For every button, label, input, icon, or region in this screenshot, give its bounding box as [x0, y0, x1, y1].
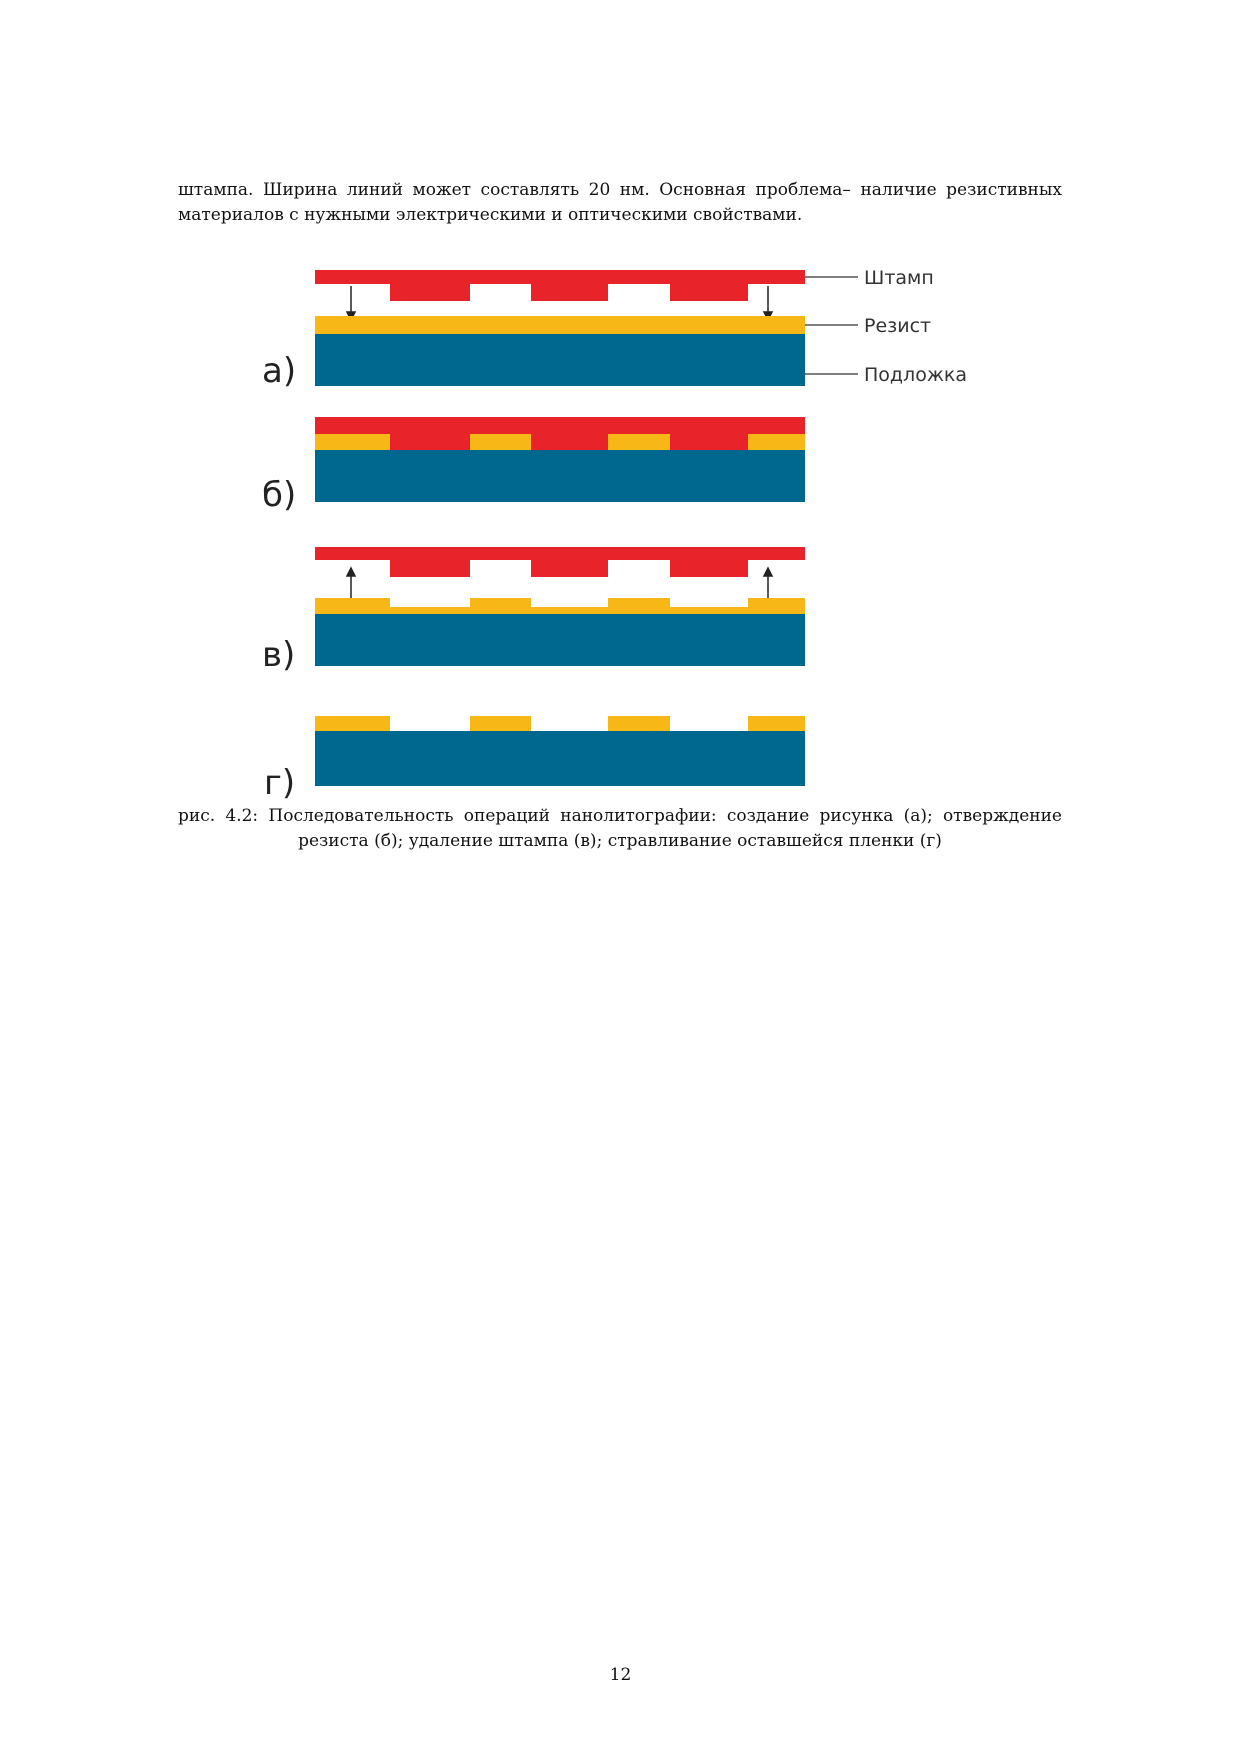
stamp-c — [315, 547, 805, 577]
resist-d-2 — [470, 716, 531, 731]
arrow-up-left — [345, 566, 357, 598]
stamp-b — [315, 417, 805, 450]
panel-label-d: г) — [264, 763, 295, 802]
substrate-b — [315, 450, 805, 502]
arrow-down-right — [762, 286, 774, 322]
figure-caption: рис. 4.2: Последовательность операций на… — [178, 804, 1062, 854]
substrate-a — [315, 334, 805, 386]
callout-resist: Резист — [864, 315, 931, 337]
callout-substrate: Подложка — [864, 364, 967, 386]
panel-d: г) — [264, 716, 805, 802]
panel-b: б) — [262, 417, 805, 515]
page-number: 12 — [609, 1665, 632, 1685]
panel-label-c: в) — [262, 635, 295, 675]
resist-a — [315, 316, 805, 334]
panel-c: в) — [262, 547, 805, 675]
arrow-up-right — [762, 566, 774, 598]
substrate-d — [315, 731, 805, 786]
resist-d-3 — [608, 716, 670, 731]
substrate-c — [315, 614, 805, 666]
resist-c — [315, 598, 805, 614]
body-paragraph: штампа. Ширина линий может составлять 20… — [178, 178, 1062, 228]
nanolithography-figure: а) Штамп Резист Подложка б) — [240, 262, 1000, 802]
panel-label-a: а) — [262, 351, 296, 391]
paragraph-line-2: материалов с нужными электрическими и оп… — [178, 205, 803, 225]
paragraph-line-1: штампа. Ширина линий может составлять 20… — [178, 180, 1062, 200]
caption-line-1: рис. 4.2: Последовательность операций на… — [178, 806, 1062, 826]
arrow-down-left — [345, 286, 357, 322]
stamp-a — [315, 270, 805, 301]
resist-d-1 — [315, 716, 390, 731]
panel-label-b: б) — [262, 475, 296, 515]
callout-stamp: Штамп — [864, 267, 934, 289]
caption-line-2: резиста (б); удаление штампа (в); стравл… — [298, 831, 942, 851]
resist-d-4 — [748, 716, 805, 731]
panel-a: а) Штамп Резист Подложка — [262, 267, 967, 391]
